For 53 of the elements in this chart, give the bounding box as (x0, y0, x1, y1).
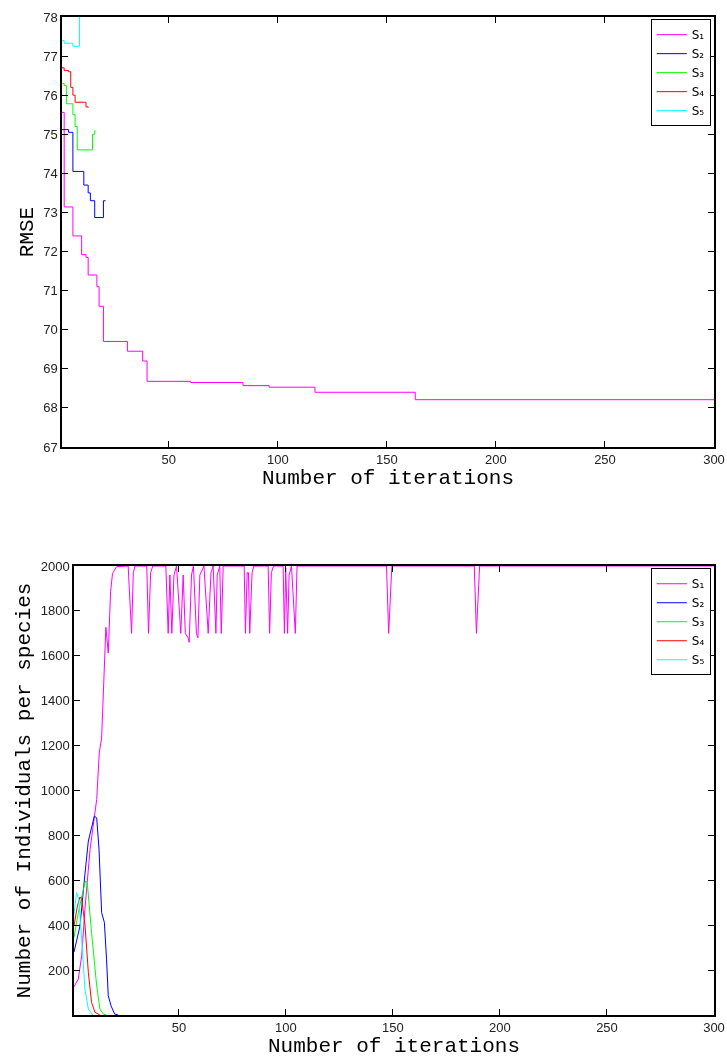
legend-label: S₅ (691, 653, 705, 668)
y-tick-label: 78 (43, 9, 58, 25)
x-tick-label: 100 (275, 1020, 297, 1036)
x-tick-label: 200 (489, 1020, 511, 1036)
y-tick-label: 67 (43, 439, 58, 455)
y-tick-label: 71 (43, 283, 58, 299)
y-tick-label: 69 (43, 361, 58, 377)
y-tick-label: 77 (43, 48, 58, 64)
y-tick-label: 200 (47, 962, 70, 978)
x-tick-label: 150 (382, 1020, 404, 1036)
y-tick-label: 600 (47, 872, 70, 888)
y-axis-title: Number of Individuals per species (13, 582, 37, 999)
legend-label: S₁ (691, 28, 705, 43)
y-tick-label: 2000 (40, 558, 70, 574)
y-tick-label: 73 (43, 205, 58, 220)
x-axis-title: Number of iterations (261, 467, 515, 491)
x-tick-label: 100 (267, 452, 289, 468)
legend-label: S₁ (691, 577, 705, 592)
line-series (74, 892, 94, 1015)
line-series (74, 896, 101, 1015)
line-series (74, 566, 714, 988)
x-tick-label: 300 (703, 452, 725, 468)
x-tick-label: 250 (594, 452, 616, 468)
legend-label: S₃ (691, 66, 705, 81)
y-tick-label: 400 (47, 917, 70, 933)
y-tick-label: 76 (43, 87, 58, 103)
x-tick-label: 300 (703, 1020, 725, 1036)
y-axis-title: RMSE (15, 206, 39, 258)
legend-label: S₂ (691, 47, 705, 62)
y-tick-label: 1400 (40, 693, 70, 709)
y-tick-label: 1600 (40, 648, 70, 664)
y-tick-label: 1200 (40, 738, 70, 754)
line-series (74, 880, 108, 1015)
x-axis-title: Number of iterations (267, 1035, 521, 1058)
legend-label: S₅ (691, 104, 705, 119)
y-tick-label: 72 (43, 244, 58, 260)
legend-label: S₄ (691, 634, 705, 649)
legend-label: S₃ (691, 615, 705, 630)
x-tick-label: 50 (161, 452, 177, 468)
legend-label: S₂ (691, 596, 705, 611)
y-tick-label: 68 (43, 400, 58, 416)
y-tick-label: 1800 (40, 603, 70, 619)
x-tick-label: 200 (485, 452, 507, 468)
y-tick-label: 70 (43, 322, 58, 338)
x-tick-label: 50 (171, 1020, 187, 1036)
x-tick-label: 250 (596, 1020, 618, 1036)
x-tick-label: 150 (376, 452, 398, 468)
legend-label: S₄ (691, 85, 705, 100)
y-tick-label: 74 (43, 165, 58, 181)
y-tick-label: 800 (47, 827, 70, 843)
y-tick-label: 75 (43, 126, 58, 142)
line-series (74, 815, 119, 1015)
y-tick-label: 1000 (40, 783, 70, 799)
